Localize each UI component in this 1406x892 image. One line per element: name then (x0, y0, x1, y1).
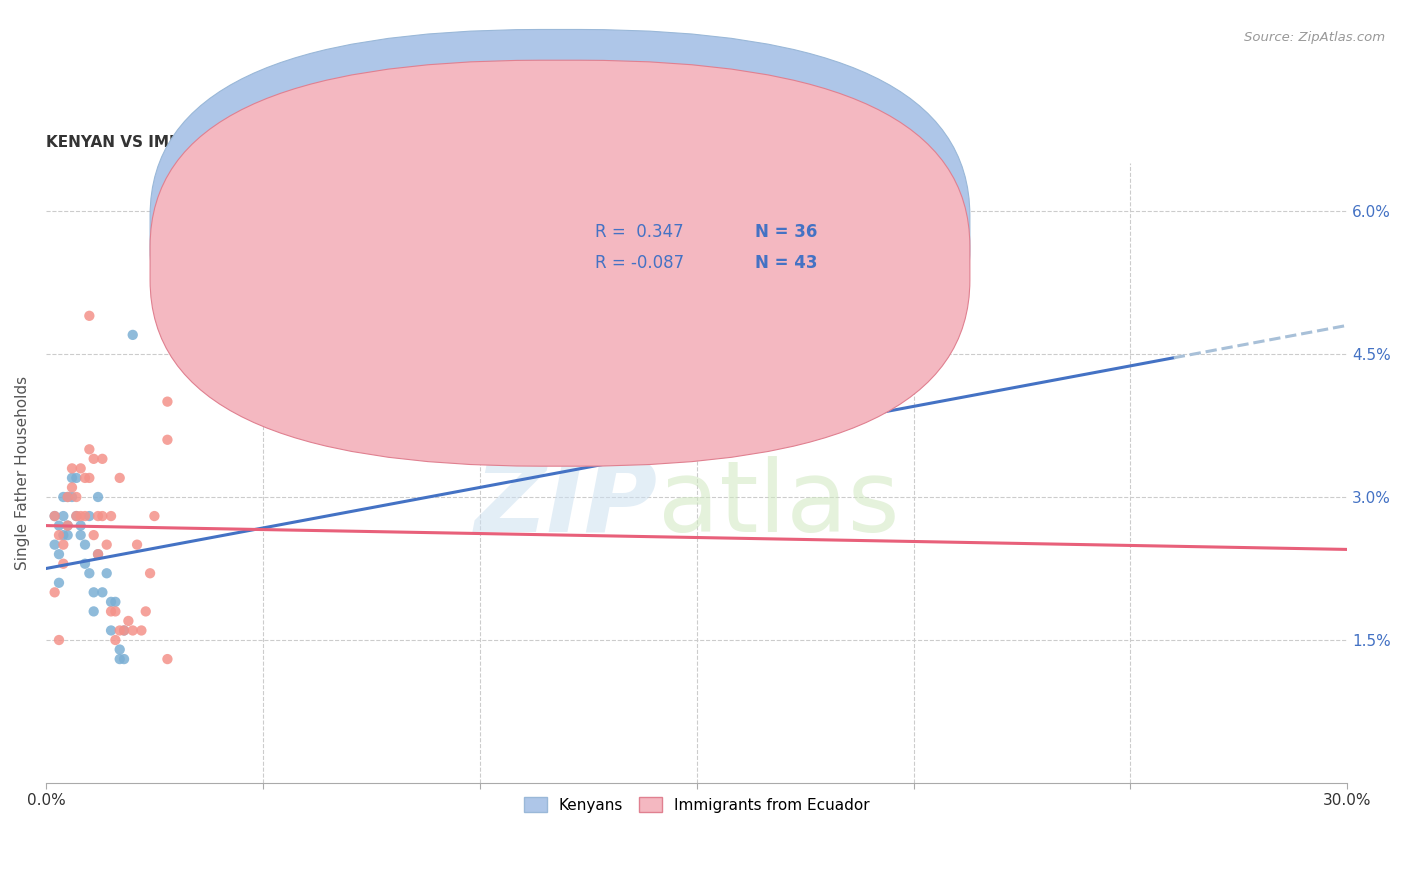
Point (83, 604, 105, 618)
Point (73, 557, 96, 571)
Point (156, 433, 179, 447)
Point (69, 461, 91, 475)
Point (48, 528, 70, 542)
Point (52, 490, 75, 504)
Point (79, 471, 101, 485)
Point (87, 547, 110, 561)
Point (56, 490, 79, 504)
Point (112, 624, 135, 638)
Point (69, 528, 91, 542)
Point (100, 509, 122, 524)
Point (60, 490, 83, 504)
Text: R = -0.087: R = -0.087 (595, 254, 685, 272)
Point (65, 509, 87, 524)
Point (48, 575, 70, 590)
Point (108, 642, 131, 657)
Point (79, 309, 101, 323)
Point (73, 471, 96, 485)
Point (121, 624, 143, 638)
FancyBboxPatch shape (150, 29, 970, 435)
Point (44, 585, 66, 599)
Point (156, 394, 179, 409)
Point (104, 633, 127, 648)
Point (60, 461, 83, 475)
Text: atlas: atlas (658, 456, 900, 553)
Point (117, 614, 139, 628)
Y-axis label: Single Father Households: Single Father Households (15, 376, 30, 570)
Point (56, 518, 79, 533)
Point (87, 509, 110, 524)
Point (60, 480, 83, 494)
Point (104, 595, 127, 609)
FancyBboxPatch shape (508, 185, 820, 293)
Point (52, 557, 75, 571)
Point (83, 451, 105, 466)
Point (100, 604, 122, 618)
Point (60, 471, 83, 485)
Point (112, 652, 135, 666)
Point (112, 624, 135, 638)
Point (91, 451, 114, 466)
Text: R =  0.347: R = 0.347 (595, 224, 683, 242)
Point (87, 547, 110, 561)
Point (83, 585, 105, 599)
Point (79, 442, 101, 457)
Point (79, 509, 101, 524)
Point (48, 633, 70, 648)
Point (83, 528, 105, 542)
Point (100, 624, 122, 638)
FancyBboxPatch shape (150, 61, 970, 467)
Point (139, 566, 162, 581)
Point (121, 327, 143, 342)
Point (44, 509, 66, 524)
Point (100, 595, 122, 609)
Point (231, 203, 253, 218)
Point (108, 471, 131, 485)
Point (96, 566, 118, 581)
Text: Source: ZipAtlas.com: Source: ZipAtlas.com (1244, 31, 1385, 45)
Point (56, 518, 79, 533)
Point (56, 528, 79, 542)
Point (135, 604, 157, 618)
Point (73, 538, 96, 552)
Point (91, 509, 114, 524)
Point (48, 547, 70, 561)
Text: ZIP: ZIP (475, 456, 658, 553)
Point (87, 490, 110, 504)
Legend: Kenyans, Immigrants from Ecuador: Kenyans, Immigrants from Ecuador (517, 790, 876, 819)
Point (143, 509, 166, 524)
Point (56, 490, 79, 504)
Point (79, 566, 101, 581)
Point (52, 538, 75, 552)
Point (108, 652, 131, 666)
Point (52, 509, 75, 524)
Text: KENYAN VS IMMIGRANTS FROM ECUADOR SINGLE FATHER HOUSEHOLDS CORRELATION CHART: KENYAN VS IMMIGRANTS FROM ECUADOR SINGLE… (46, 135, 852, 150)
Point (44, 538, 66, 552)
Point (156, 652, 179, 666)
Text: N = 43: N = 43 (755, 254, 818, 272)
Point (91, 585, 114, 599)
Point (65, 471, 87, 485)
Point (131, 624, 153, 638)
Point (65, 509, 87, 524)
Point (125, 538, 148, 552)
Point (104, 604, 127, 618)
Point (44, 509, 66, 524)
Point (65, 490, 87, 504)
Point (73, 509, 96, 524)
Point (48, 518, 70, 533)
Point (108, 624, 131, 638)
Point (96, 538, 118, 552)
Point (69, 518, 91, 533)
Text: N = 36: N = 36 (755, 224, 817, 242)
Point (52, 528, 75, 542)
Point (69, 509, 91, 524)
